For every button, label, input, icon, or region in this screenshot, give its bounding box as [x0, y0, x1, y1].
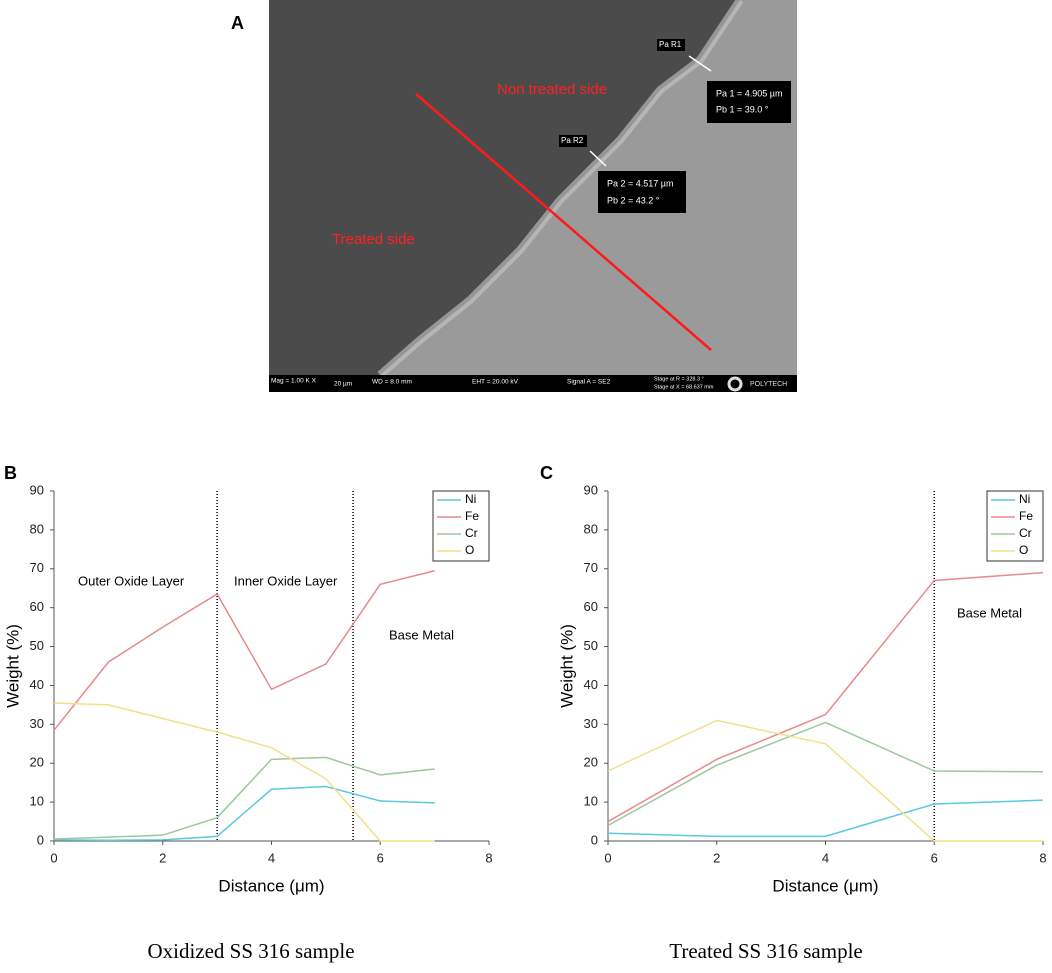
x-tick-label: 8	[485, 850, 492, 865]
x-tick-label: 0	[604, 850, 611, 865]
y-tick-label: 50	[584, 638, 598, 653]
oxide-edge	[377, 0, 744, 379]
info-text: Stage at R = 328.3 °	[654, 376, 704, 382]
x-tick-label: 0	[50, 850, 57, 865]
logo	[727, 376, 743, 392]
measure-text: Pa 2 = 4.517 µm	[607, 178, 673, 188]
data-line	[53, 756, 435, 840]
y-tick-label: 0	[591, 832, 598, 847]
x-tick-label: 6	[931, 850, 938, 865]
marker-box	[657, 39, 685, 51]
x-axis-label: Distance (μm)	[218, 876, 324, 895]
panel-label: B	[4, 463, 17, 483]
marker-box	[559, 135, 587, 147]
legend-label: Ni	[1019, 492, 1030, 506]
y-tick-label: 40	[584, 677, 598, 692]
measure-line	[688, 55, 712, 72]
legend-label: Cr	[1019, 526, 1032, 540]
x-axis-label: Distance (μm)	[772, 876, 878, 895]
x-tick-label: 8	[1039, 850, 1046, 865]
data-line	[607, 571, 1044, 823]
data-line	[53, 569, 435, 731]
y-tick-label: 60	[584, 599, 598, 614]
data-line	[607, 799, 1044, 838]
info-text: EHT = 20.00 kV	[472, 379, 519, 386]
measure-box	[598, 171, 686, 213]
x-tick-label: 4	[268, 850, 275, 865]
legend-label: Fe	[1019, 509, 1033, 523]
measure-line	[589, 150, 607, 167]
micrograph: Non treated side Treated side Pa R1 Pa R…	[269, 0, 797, 392]
y-axis-label: Weight (%)	[3, 624, 22, 708]
annotation: Outer Oxide Layer	[78, 573, 185, 588]
info-text: Signal A = SE2	[567, 379, 611, 386]
y-tick-label: 80	[584, 521, 598, 536]
data-line	[607, 721, 1044, 827]
y-axis-label: Weight (%)	[557, 624, 576, 708]
y-tick-label: 40	[30, 677, 44, 692]
annotation: Base Metal	[389, 627, 454, 642]
scan-line	[415, 93, 712, 351]
info-text: WD = 8.0 mm	[372, 379, 412, 386]
y-tick-label: 20	[30, 755, 44, 770]
measure-text: Pa 1 = 4.905 µm	[716, 88, 782, 98]
legend-label: O	[465, 543, 474, 557]
marker-label: Pa R1	[659, 40, 682, 49]
legend-label: Cr	[465, 526, 478, 540]
data-line	[53, 785, 435, 841]
panel-label: C	[540, 463, 553, 483]
y-tick-label: 10	[584, 794, 598, 809]
caption: Treated SS 316 sample	[669, 939, 862, 963]
annotation: Base Metal	[957, 605, 1022, 620]
x-tick-label: 6	[377, 850, 384, 865]
y-tick-label: 90	[30, 482, 44, 497]
legend-label: Ni	[465, 492, 476, 506]
y-tick-label: 20	[584, 755, 598, 770]
region-label: Non treated side	[497, 81, 607, 98]
measure-box	[707, 81, 791, 123]
caption: Oxidized SS 316 sample	[147, 939, 354, 963]
y-tick-label: 50	[30, 638, 44, 653]
info-text: Mag = 1.00 K X	[271, 378, 317, 385]
measure-text: Pb 2 = 43.2 °	[607, 195, 660, 205]
y-tick-label: 70	[584, 560, 598, 575]
x-tick-label: 4	[822, 850, 829, 865]
y-tick-label: 10	[30, 794, 44, 809]
region-label: Treated side	[332, 231, 415, 248]
info-text: 20 µm	[334, 381, 352, 388]
legend-box	[432, 490, 490, 562]
y-tick-label: 80	[30, 521, 44, 536]
marker-label: Pa R2	[561, 136, 584, 145]
annotation: Inner Oxide Layer	[234, 573, 338, 588]
y-tick-label: 60	[30, 599, 44, 614]
y-tick-label: 70	[30, 560, 44, 575]
measure-text: Pb 1 = 39.0 °	[716, 104, 769, 114]
y-tick-label: 30	[30, 716, 44, 731]
base-metal-area	[380, 0, 797, 375]
legend-box	[986, 490, 1044, 562]
info-bar	[269, 375, 797, 392]
info-text: POLYTECH	[750, 381, 787, 388]
y-tick-label: 30	[584, 716, 598, 731]
x-tick-label: 2	[713, 850, 720, 865]
data-line	[607, 719, 1043, 842]
info-text: Stage at X = 68.637 mm	[654, 384, 714, 390]
legend-label: Fe	[465, 509, 479, 523]
y-tick-label: 90	[584, 482, 598, 497]
data-line	[53, 702, 435, 842]
x-tick-label: 2	[159, 850, 166, 865]
panel-label: A	[231, 13, 244, 33]
legend-label: O	[1019, 543, 1028, 557]
y-tick-label: 0	[37, 832, 44, 847]
